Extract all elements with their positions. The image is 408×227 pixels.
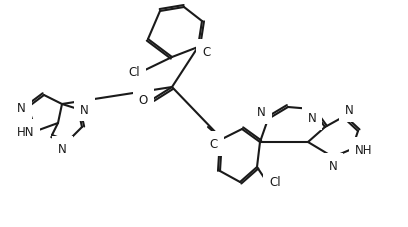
- Text: N: N: [308, 111, 316, 124]
- Text: N: N: [345, 104, 354, 116]
- Text: N: N: [58, 142, 67, 155]
- Text: O: O: [139, 93, 148, 106]
- Text: C: C: [202, 46, 210, 59]
- Text: NH: NH: [355, 143, 373, 156]
- Text: HN: HN: [16, 125, 34, 138]
- Text: Cl: Cl: [269, 176, 281, 189]
- Text: N: N: [17, 101, 26, 114]
- Text: N: N: [257, 106, 266, 118]
- Text: C: C: [210, 137, 218, 150]
- Text: N: N: [80, 103, 89, 116]
- Text: N: N: [328, 159, 337, 172]
- Text: Cl: Cl: [129, 65, 140, 78]
